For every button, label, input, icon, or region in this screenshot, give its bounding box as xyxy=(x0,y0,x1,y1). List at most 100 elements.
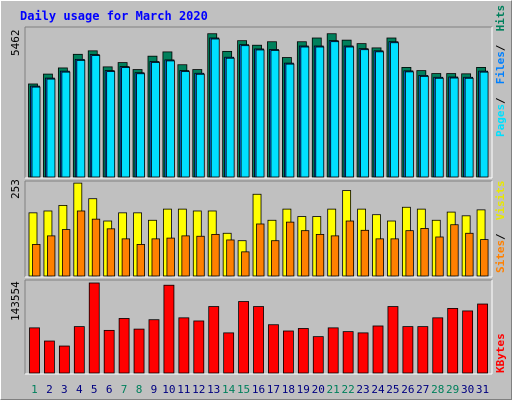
legend-files: Files xyxy=(494,51,507,84)
sites-bar xyxy=(390,238,399,277)
day-label: 21 xyxy=(327,383,340,396)
day-label: 26 xyxy=(401,383,414,396)
day-label: 31 xyxy=(476,383,489,396)
sites-bar xyxy=(271,240,280,277)
day-label: 16 xyxy=(252,383,265,396)
pages-bar xyxy=(404,71,414,178)
kbytes-bar xyxy=(208,306,220,374)
sites-bar xyxy=(256,223,265,277)
day-label: 9 xyxy=(151,383,158,396)
pages-bar xyxy=(76,59,86,178)
kbytes-bar xyxy=(342,331,354,374)
sites-bar xyxy=(420,228,429,277)
day-label: 12 xyxy=(192,383,205,396)
legend-separator: / xyxy=(494,44,507,51)
kbytes-bar xyxy=(148,319,160,374)
day-label: 30 xyxy=(461,383,474,396)
chart-title: Daily usage for March 2020 xyxy=(20,9,208,23)
sites-bar xyxy=(450,224,459,277)
kbytes-bar xyxy=(402,326,414,374)
kbytes-bar xyxy=(178,317,190,374)
sites-bar xyxy=(91,218,101,277)
sites-bar xyxy=(136,244,145,277)
kbytes-bar xyxy=(29,327,40,374)
day-label: 17 xyxy=(267,383,280,396)
sites-bar xyxy=(151,238,160,277)
kbytes-bar xyxy=(283,330,294,374)
kbytes-bar xyxy=(312,336,324,374)
pages-bar xyxy=(151,62,160,178)
kbytes-bar xyxy=(477,303,488,374)
pages-bar xyxy=(121,67,131,178)
legend-pages: Pages xyxy=(494,104,507,137)
day-label: 24 xyxy=(371,383,385,396)
day-label: 7 xyxy=(121,383,128,396)
pages-bar xyxy=(91,55,101,178)
kbytes-bar xyxy=(462,310,474,374)
chart-bars xyxy=(28,33,489,374)
sites-bar xyxy=(121,238,131,277)
kbytes-bar xyxy=(432,317,444,374)
sites-bar xyxy=(106,228,116,277)
day-label: 27 xyxy=(416,383,429,396)
pages-bar xyxy=(434,77,444,178)
pages-bar xyxy=(255,49,265,178)
pages-bar xyxy=(195,73,205,178)
sites-bar xyxy=(226,239,235,277)
sites-bar xyxy=(330,235,340,277)
legend-visits: Visits xyxy=(494,180,507,220)
pages-bar xyxy=(46,78,56,178)
kbytes-bar xyxy=(297,328,309,374)
pages-bar xyxy=(285,63,295,178)
kbytes-bar xyxy=(163,284,175,374)
kbytes-bar xyxy=(268,324,279,374)
kbytes-bar xyxy=(372,325,384,374)
pages-bar xyxy=(449,77,459,178)
day-label: 22 xyxy=(341,383,354,396)
day-label: 11 xyxy=(177,383,190,396)
visits-ymax-label: 253 xyxy=(9,179,22,199)
pages-bar xyxy=(464,77,474,178)
sites-bar xyxy=(480,239,489,277)
pages-bar xyxy=(136,73,145,178)
day-label: 8 xyxy=(136,383,143,396)
sites-bar xyxy=(300,230,310,277)
sites-bar xyxy=(360,229,369,277)
day-label: 18 xyxy=(282,383,295,396)
kbytes-bar xyxy=(44,340,55,374)
legend-separator: / xyxy=(494,233,507,240)
sites-bar xyxy=(465,232,474,277)
pages-bar xyxy=(61,71,71,178)
pages-bar xyxy=(360,49,369,178)
pages-bar xyxy=(479,71,489,178)
kbytes-bar xyxy=(238,301,249,374)
legend-separator: / xyxy=(494,97,507,104)
pages-bar xyxy=(31,86,41,178)
sites-bar xyxy=(286,221,295,277)
pages-bar xyxy=(210,38,220,178)
sites-bar xyxy=(181,235,190,277)
sites-bar xyxy=(76,210,86,277)
kbytes-bar xyxy=(103,329,115,374)
sites-bar xyxy=(315,233,325,277)
day-label: 15 xyxy=(237,383,250,396)
kbytes-bar xyxy=(193,320,205,374)
pages-bar xyxy=(270,50,280,178)
legend-sites: Sites xyxy=(494,240,507,273)
kbytes-bar xyxy=(387,306,399,374)
chart-legends: Pages / Files / Hits Sites / Visits KBytes xyxy=(494,5,507,373)
day-label: 4 xyxy=(76,383,83,396)
kbytes-bar xyxy=(327,327,339,374)
sites-bar xyxy=(211,233,220,277)
pages-bar xyxy=(240,45,250,178)
day-label: 2 xyxy=(46,383,53,396)
kbytes-bar xyxy=(88,282,100,374)
pages-bar xyxy=(390,42,399,178)
sites-bar xyxy=(61,229,71,277)
sites-bar xyxy=(405,230,414,277)
sites-bar xyxy=(241,251,250,277)
day-label: 6 xyxy=(106,383,113,396)
pages-bar xyxy=(345,46,355,178)
kbytes-bar xyxy=(73,326,85,374)
